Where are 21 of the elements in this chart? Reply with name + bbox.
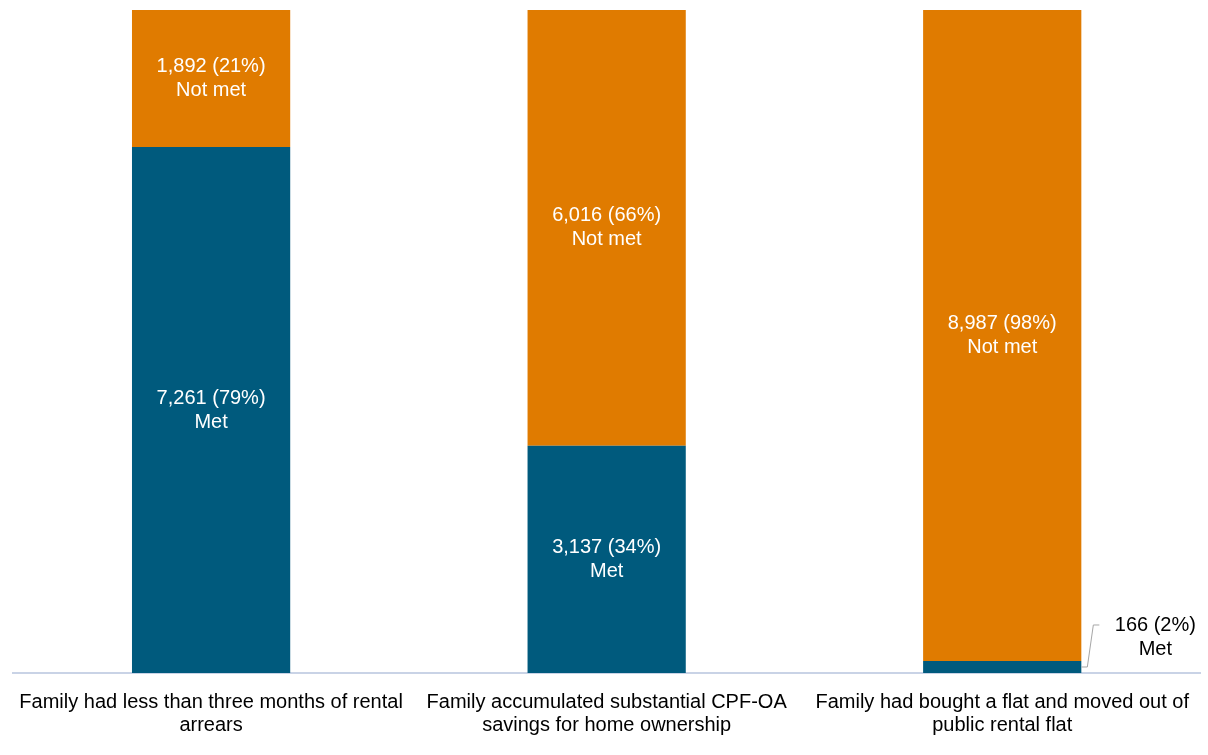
data-label: 8,987 (98%) — [947, 311, 1057, 333]
text: Met — [1138, 636, 1173, 659]
x-tick-label: Family had bought a flat and moved out of public rental flat — [815, 690, 1190, 736]
bar — [131, 147, 291, 673]
x-tick-label: Family had less than three months of rental arrears — [19, 690, 403, 736]
bar — [131, 10, 291, 148]
bar — [527, 10, 686, 446]
data-label: 166 (2%) — [1114, 612, 1196, 635]
data-label: 1,892 (21%) — [156, 54, 266, 77]
text: Met — [194, 409, 228, 432]
bar — [923, 10, 1082, 661]
text: Not met — [571, 227, 642, 250]
x-tick-label: Family accumulated substantial CPF-OA savings for home ownership — [426, 690, 788, 736]
bar — [527, 445, 686, 673]
data-label: 7,261 (79%) — [156, 385, 266, 408]
data-label: 3,137 (34%) — [552, 534, 662, 557]
text: Met — [589, 558, 624, 581]
text: Not met — [176, 78, 247, 101]
bar — [923, 660, 1082, 673]
series-label: Not met — [967, 335, 1038, 357]
data-label: 6,016 (66%) — [552, 203, 662, 226]
